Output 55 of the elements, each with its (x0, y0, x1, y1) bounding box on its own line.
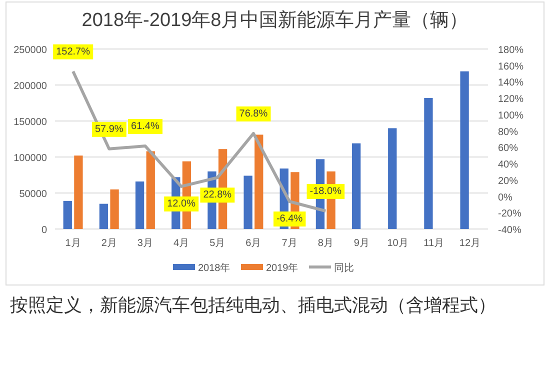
legend-label: 2019年 (266, 262, 298, 274)
bar (63, 200, 72, 229)
bar (74, 156, 83, 229)
data-label: 57.9% (94, 124, 124, 135)
data-label: 12.0% (167, 198, 196, 210)
data-label: 76.8% (239, 108, 268, 120)
data-label: 152.7% (56, 46, 90, 58)
x-tick-label: 4月 (174, 238, 190, 249)
bar (352, 143, 361, 229)
x-tick-label: 9月 (354, 238, 370, 249)
bar (135, 181, 144, 229)
x-tick-label: 11月 (424, 238, 444, 249)
y2-tick-label: 20% (498, 176, 518, 187)
y2-tick-label: 160% (498, 61, 524, 72)
legend-label: 同比 (334, 262, 354, 274)
bar (388, 128, 397, 229)
y2-tick-label: -40% (498, 225, 522, 236)
data-label: -18.0% (310, 186, 342, 197)
y2-tick-label: 60% (498, 143, 518, 154)
y-tick-label: 50000 (19, 189, 48, 200)
data-label: 61.4% (131, 121, 160, 132)
y-tick-label: 200000 (14, 81, 48, 92)
chart-title: 2018年-2019年8月中国新能源车月产量（辆） (82, 9, 468, 31)
data-label: 22.8% (203, 190, 232, 201)
y2-tick-label: -20% (498, 208, 522, 220)
x-tick-label: 3月 (137, 238, 153, 249)
y2-tick-label: 120% (498, 94, 524, 106)
legend-label: 2018年 (198, 262, 230, 274)
text: 按照定义，新能源汽车包括纯电动、插电式混动（含增程式） (10, 295, 496, 315)
bar (254, 134, 264, 229)
y-tick-label: 100000 (14, 153, 48, 164)
y2-tick-label: 80% (498, 126, 518, 138)
x-tick-label: 6月 (246, 238, 262, 249)
x-tick-label: 5月 (210, 238, 226, 249)
bar (99, 204, 108, 229)
y-tick-label: 250000 (14, 45, 48, 56)
y-tick-label: 0 (41, 225, 48, 236)
x-tick-label: 12月 (459, 238, 481, 249)
x-tick-label: 7月 (282, 238, 298, 249)
bar (424, 98, 433, 229)
x-tick-label: 2月 (101, 238, 117, 249)
x-tick-label: 10月 (387, 238, 408, 249)
y2-tick-label: 100% (498, 110, 524, 122)
y2-tick-label: 180% (498, 45, 524, 56)
y-tick-label: 150000 (14, 117, 48, 128)
y2-tick-label: 0% (498, 192, 513, 204)
y2-tick-label: 40% (498, 160, 518, 171)
bar (110, 189, 119, 229)
bar (460, 71, 469, 229)
bar (146, 151, 155, 229)
x-tick-label: 1月 (65, 238, 81, 249)
bar (244, 176, 252, 229)
data-label: -6.4% (276, 214, 303, 225)
y2-tick-label: 140% (498, 78, 524, 89)
x-tick-label: 8月 (318, 238, 334, 249)
